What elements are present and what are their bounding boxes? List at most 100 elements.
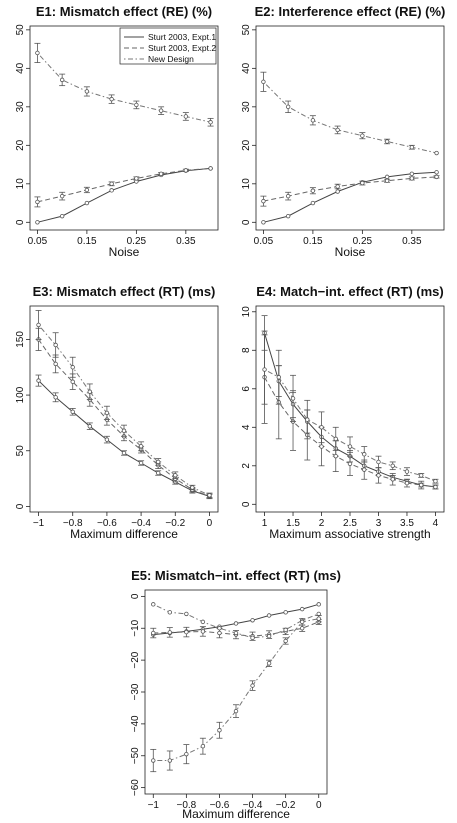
data-point — [261, 220, 266, 225]
data-point — [104, 437, 110, 442]
y-tick-label: 30 — [241, 101, 252, 113]
data-point — [266, 661, 272, 666]
data-point — [390, 463, 395, 468]
data-point — [409, 176, 415, 181]
data-point — [434, 150, 439, 156]
x-tick-label: −1 — [148, 800, 160, 811]
x-tick-label: −0.4 — [131, 518, 151, 529]
data-point — [121, 450, 127, 456]
x-tick-label: 0.15 — [303, 236, 323, 247]
data-point — [433, 478, 438, 484]
series-line-4 — [153, 618, 319, 761]
x-tick-label: 2 — [319, 518, 325, 529]
y-tick-label: 50 — [15, 24, 26, 36]
data-point — [233, 708, 239, 714]
x-tick-label: −0.2 — [276, 800, 296, 811]
y-tick-label: −20 — [130, 651, 141, 668]
data-point — [59, 77, 65, 83]
x-tick-label: −0.6 — [97, 518, 117, 529]
legend-entry: New Design — [148, 54, 194, 64]
chart-title: E1: Mismatch effect (RE) (%) — [36, 4, 212, 19]
data-point — [376, 459, 381, 465]
data-point — [333, 453, 338, 459]
data-point — [299, 606, 305, 612]
y-tick-label: 40 — [241, 62, 252, 74]
chart-panel-1: E1: Mismatch effect (RE) (%) 0.05 0.15 0.25… — [15, 4, 219, 259]
chart-title: E4: Match−int. effect (RT) (ms) — [256, 284, 443, 299]
x-tick-label: 0 — [207, 518, 213, 529]
y-tick-label: −60 — [130, 779, 141, 796]
y-tick-label: 150 — [15, 331, 26, 348]
y-tick-label: −30 — [130, 683, 141, 700]
x-axis-label: Maximum difference — [70, 527, 178, 541]
x-tick-label: 0.25 — [353, 236, 373, 247]
legend-box — [119, 27, 217, 65]
data-point — [362, 467, 367, 472]
data-point — [184, 611, 189, 617]
y-tick-label: 0 — [241, 501, 252, 507]
data-point — [151, 630, 156, 636]
data-point — [138, 460, 144, 466]
series-line-3 — [38, 324, 210, 496]
y-tick-label: 2 — [241, 463, 252, 469]
series-line-2 — [37, 167, 211, 203]
data-point — [335, 184, 340, 189]
x-tick-label: 3.5 — [400, 518, 414, 529]
data-point — [310, 188, 316, 193]
data-point — [36, 378, 41, 383]
data-point — [158, 108, 164, 113]
data-point — [285, 193, 291, 199]
chart-title: E3: Mismatch effect (RT) (ms) — [33, 284, 216, 299]
data-point — [70, 365, 75, 370]
x-tick-label: 3 — [376, 518, 382, 529]
series-line-2 — [38, 339, 210, 497]
data-point — [184, 629, 189, 635]
data-point — [419, 482, 424, 488]
data-point — [360, 180, 365, 186]
data-point — [183, 168, 189, 173]
data-point — [207, 493, 212, 498]
y-tick-label: 4 — [241, 424, 252, 430]
data-point — [84, 187, 90, 193]
y-tick-label: 0 — [15, 219, 26, 225]
data-point — [335, 189, 340, 194]
data-point — [384, 178, 390, 183]
y-tick-label: −40 — [130, 715, 141, 732]
data-point — [316, 616, 321, 621]
data-point — [104, 410, 110, 416]
x-tick-label: 0.15 — [77, 236, 97, 247]
data-point — [167, 630, 173, 635]
series-line-1 — [263, 171, 437, 223]
data-point — [409, 145, 415, 150]
data-point — [409, 171, 415, 177]
data-point — [200, 743, 206, 749]
data-point — [87, 389, 93, 394]
data-point — [70, 409, 75, 414]
data-point — [138, 444, 144, 449]
y-tick-label: −10 — [130, 619, 141, 636]
y-tick-label: 10 — [15, 178, 26, 190]
data-point — [59, 213, 65, 219]
data-point — [362, 452, 367, 457]
data-point — [217, 630, 222, 636]
data-point — [283, 638, 288, 644]
data-point — [121, 428, 127, 433]
y-tick-label: 6 — [241, 386, 252, 392]
y-tick-label: 8 — [241, 347, 252, 353]
data-point — [333, 436, 338, 442]
data-point — [36, 322, 41, 328]
data-point — [35, 50, 40, 56]
x-tick-label: −0.8 — [176, 800, 196, 811]
x-tick-label: 0.05 — [28, 236, 48, 247]
data-point — [434, 170, 439, 175]
series-line-1 — [37, 167, 211, 223]
x-tick-label: −0.4 — [243, 800, 263, 811]
data-point — [335, 127, 340, 133]
data-point — [151, 758, 156, 763]
series-line-3 — [37, 52, 211, 123]
x-axis-label: Maximum difference — [182, 807, 290, 821]
data-point — [233, 630, 239, 636]
data-point — [390, 477, 395, 482]
y-tick-label: 20 — [241, 139, 252, 151]
